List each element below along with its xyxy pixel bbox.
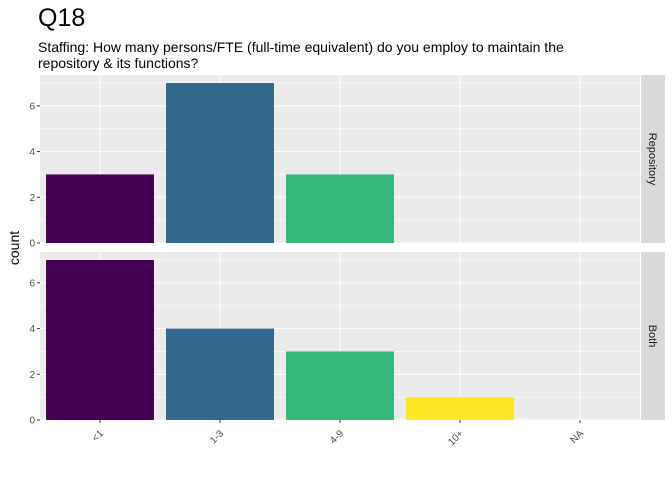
y-tick-label: 4 bbox=[29, 147, 35, 158]
bar bbox=[46, 260, 154, 420]
y-tick-label: 0 bbox=[29, 416, 35, 427]
x-tick-label: 4-9 bbox=[328, 428, 346, 446]
y-tick-label: 2 bbox=[29, 370, 35, 381]
x-tick-label: <1 bbox=[90, 428, 106, 444]
facet-strip-label: Repository bbox=[646, 133, 658, 186]
bar bbox=[286, 351, 394, 420]
bar bbox=[286, 174, 394, 243]
bar bbox=[46, 174, 154, 243]
facet-strip-label: Both bbox=[646, 325, 658, 348]
x-tick-label: 1-3 bbox=[208, 428, 226, 446]
bar bbox=[406, 397, 514, 420]
chart-subtitle: Staffing: How many persons/FTE (full-tim… bbox=[38, 39, 564, 71]
y-tick-label: 6 bbox=[29, 101, 35, 112]
x-tick-label: 10+ bbox=[446, 428, 466, 448]
x-tick-label: NA bbox=[569, 428, 587, 446]
y-tick-label: 6 bbox=[29, 278, 35, 289]
y-tick-label: 4 bbox=[29, 324, 35, 335]
facet-strip bbox=[641, 75, 665, 243]
y-tick-label: 0 bbox=[29, 239, 35, 250]
bar bbox=[166, 83, 274, 243]
bar bbox=[166, 328, 274, 420]
chart-title: Q18 bbox=[38, 4, 86, 32]
facet-strip bbox=[641, 252, 665, 420]
y-axis-label: count bbox=[6, 231, 22, 265]
y-tick-label: 2 bbox=[29, 193, 35, 204]
